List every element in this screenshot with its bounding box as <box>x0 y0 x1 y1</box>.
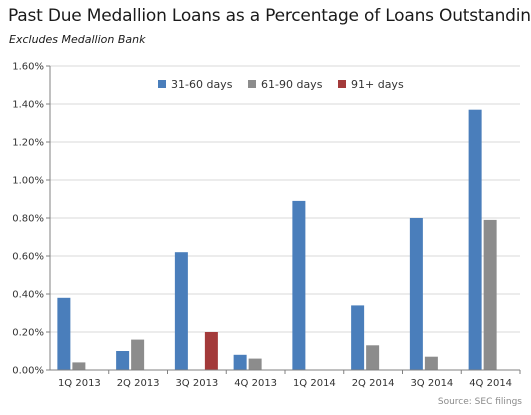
legend-swatch <box>338 80 346 88</box>
x-tick-label: 3Q 2013 <box>175 378 218 389</box>
x-tick-label: 3Q 2014 <box>410 378 453 389</box>
y-tick-label: 0.80% <box>12 214 44 225</box>
bar <box>351 305 365 370</box>
legend-swatch <box>248 80 256 88</box>
legend-label: 61-90 days <box>261 78 323 91</box>
axes: 0.00% 0.20% 0.40% 0.60% 0.80% 1.00% 1.20% 1.40%… <box>12 62 521 389</box>
y-tick-label: 1.00% <box>12 176 44 187</box>
legend-label: 31-60 days <box>171 78 233 91</box>
legend: 31-60 days 61-90 days 91+ days <box>158 78 404 91</box>
bar <box>366 345 380 370</box>
bar <box>483 219 497 370</box>
x-tick-label: 1Q 2013 <box>58 378 101 389</box>
gridlines <box>50 65 520 333</box>
x-tick-label: 4Q 2013 <box>234 378 277 389</box>
bar <box>131 339 145 370</box>
bar <box>292 200 306 370</box>
y-tick-label: 0.20% <box>12 328 44 339</box>
chart-title: Past Due Medallion Loans as a Percentage… <box>8 6 531 26</box>
legend-label: 91+ days <box>351 78 404 91</box>
y-tick-label: 0.60% <box>12 252 44 263</box>
y-tick-label: 1.60% <box>12 62 44 73</box>
x-tick-label: 4Q 2014 <box>469 378 512 389</box>
source-note: Source: SEC filings <box>437 397 522 407</box>
bar <box>424 356 438 370</box>
bar <box>174 252 188 370</box>
bar <box>57 297 71 370</box>
y-tick-label: 0.00% <box>12 366 44 377</box>
bar <box>233 354 247 370</box>
bar <box>468 109 482 370</box>
x-tick-label: 2Q 2014 <box>352 378 395 389</box>
bar <box>72 362 86 370</box>
legend-swatch <box>158 80 166 88</box>
y-tick-label: 1.40% <box>12 100 44 111</box>
y-tick-label: 1.20% <box>12 138 44 149</box>
y-tick-label: 0.40% <box>12 290 44 301</box>
bar <box>248 358 262 370</box>
bars <box>57 109 497 370</box>
bar <box>204 332 218 370</box>
bar <box>409 218 423 370</box>
x-tick-label: 2Q 2013 <box>117 378 160 389</box>
chart-subtitle: Excludes Medallion Bank <box>9 33 146 46</box>
x-tick-label: 1Q 2014 <box>293 378 336 389</box>
bar <box>116 351 130 370</box>
